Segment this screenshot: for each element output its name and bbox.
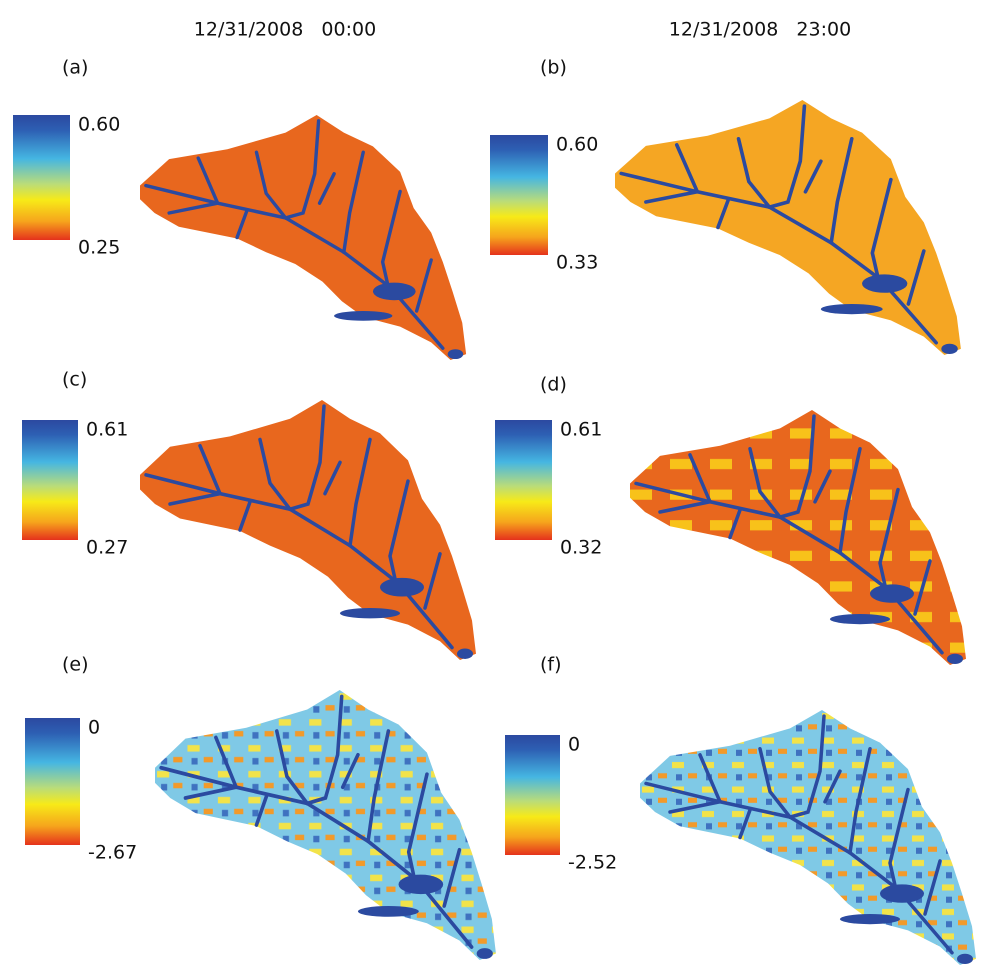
panel-label: (e) xyxy=(62,654,89,676)
colorbar xyxy=(22,420,78,540)
panel-label: (f) xyxy=(540,654,562,676)
watershed-map xyxy=(630,410,966,665)
colorbar xyxy=(25,718,80,845)
panel-label: (c) xyxy=(62,369,87,391)
watershed-map xyxy=(140,115,466,360)
colorbar-min: 0.27 xyxy=(86,537,128,559)
colorbar-min: -2.67 xyxy=(88,842,137,864)
colorbar xyxy=(495,420,552,540)
column-title: 12/31/2008 23:00 xyxy=(669,19,851,41)
panel-label: (d) xyxy=(540,374,567,396)
colorbar-max: 0 xyxy=(568,734,580,756)
colorbar xyxy=(490,135,548,255)
watershed-map xyxy=(640,710,976,965)
colorbar xyxy=(13,115,70,240)
colorbar-min: 0.32 xyxy=(560,537,602,559)
panel-label: (b) xyxy=(540,57,567,79)
colorbar-min: -2.52 xyxy=(568,852,617,874)
colorbar-max: 0.60 xyxy=(78,114,120,136)
colorbar-min: 0.25 xyxy=(78,237,120,259)
colorbar xyxy=(505,735,560,855)
colorbar-max: 0.61 xyxy=(86,419,128,441)
column-title: 12/31/2008 00:00 xyxy=(194,19,376,41)
colorbar-max: 0 xyxy=(88,717,100,739)
figure: 12/31/2008 00:00 12/31/2008 23:00 (a) 0.6… xyxy=(0,0,1002,970)
panel-label: (a) xyxy=(62,57,88,79)
watershed-map xyxy=(615,100,961,355)
watershed-map xyxy=(155,690,496,960)
colorbar-max: 0.60 xyxy=(556,134,598,156)
colorbar-min: 0.33 xyxy=(556,252,598,274)
colorbar-max: 0.61 xyxy=(560,419,602,441)
watershed-map xyxy=(140,400,476,660)
